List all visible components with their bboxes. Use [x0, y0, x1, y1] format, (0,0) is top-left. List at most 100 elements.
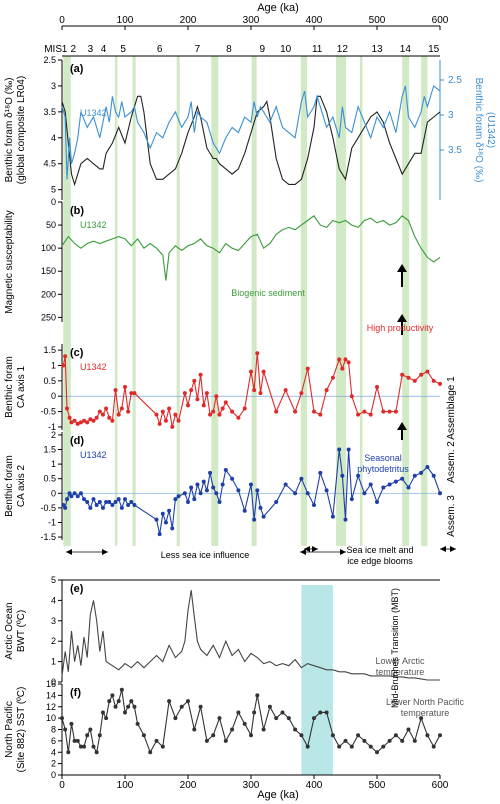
panel-2-point-41: [208, 412, 213, 417]
seasonal-annotation-2: phytodetritus: [357, 464, 409, 474]
panel-5-point-48: [280, 710, 285, 715]
panel-2-point-69: [356, 412, 361, 417]
panel-3-point-54: [261, 514, 266, 519]
panel-1-series-name-0: U1342: [80, 220, 107, 230]
panel-2-point-55: [274, 409, 279, 414]
panel-3-point-53: [258, 505, 263, 510]
panel-2-point-0: [61, 363, 66, 368]
green-band-3: [176, 56, 180, 546]
panel-5-point-33: [192, 727, 197, 732]
panel-2-point-2: [65, 406, 70, 411]
panel-2-point-72: [375, 385, 379, 389]
panel-3-point-38: [198, 491, 203, 496]
panel-5-point-73: [438, 733, 442, 738]
panel-5-point-25: [141, 733, 146, 738]
panel-3-point-67: [346, 447, 351, 452]
mis-stage-5: 5: [120, 44, 126, 55]
sea-ice-melt-annotation-1: Sea ice melt and: [346, 545, 413, 555]
panel-2-point-67: [346, 360, 351, 365]
panel-3-point-73: [381, 485, 386, 490]
panel-5-y-tick-label-6: 12: [46, 702, 56, 712]
panel-2-point-15: [104, 406, 109, 411]
panel-3-point-39: [201, 479, 206, 484]
panel-3-point-56: [283, 482, 288, 487]
mis-stage-11: 11: [312, 44, 323, 55]
panel-5-point-59: [349, 744, 354, 749]
panel-3-point-27: [160, 511, 165, 516]
panel-3-point-68: [349, 497, 354, 502]
panel-2-point-36: [192, 378, 197, 383]
panel-5-point-46: [267, 704, 272, 709]
panel-3-point-17: [110, 502, 115, 507]
panel-5-point-70: [419, 716, 424, 721]
panel-label-1: (b): [70, 205, 84, 217]
panel-5-y-tick-label-5: 10: [46, 713, 56, 723]
bottom-x-tick-label-4: 400: [306, 780, 323, 791]
panel-3-point-10: [88, 505, 93, 510]
panel-5-point-72: [431, 744, 436, 749]
panel-2-series-name-0: U1342: [80, 362, 107, 372]
panel-2-point-10: [88, 417, 93, 422]
panel-0-y-tick-label-5: 5: [51, 185, 56, 195]
lower-np-annotation-1: Lower North Pacific: [386, 697, 465, 707]
panel-2-point-14: [100, 412, 105, 417]
panel-5-point-60: [356, 733, 361, 738]
panel-5-point-57: [337, 744, 342, 749]
panel-2-point-25: [154, 412, 159, 417]
panel-3-point-6: [75, 494, 80, 499]
bottom-x-tick-label-6: 600: [432, 780, 449, 791]
panel-2-point-12: [94, 415, 99, 420]
panel-2-point-17: [110, 418, 115, 423]
panel-3-point-71: [368, 482, 373, 487]
assem2-label: Assem. 2: [446, 441, 457, 483]
top-x-tick-label-1: 100: [117, 15, 134, 26]
panel-5-point-37: [217, 716, 222, 721]
mbt-band: [301, 585, 333, 775]
panel-3-point-59: [305, 491, 310, 496]
less-sea-ice-arrow-right-right-head: [340, 549, 346, 555]
panel-2-point-31: [173, 412, 178, 417]
panel-2-point-80: [425, 369, 430, 374]
panel-3-point-66: [343, 517, 348, 522]
panel-2-point-1: [63, 354, 68, 359]
mis-label: MIS: [44, 44, 62, 55]
panel-2-point-54: [261, 369, 266, 374]
panel-2-point-70: [362, 409, 367, 414]
panel-3-point-64: [337, 447, 342, 452]
top-axis-label: Age (ka): [257, 2, 299, 14]
panel-5-y-tick-label-0: 0: [51, 770, 56, 780]
panel-5-point-62: [368, 744, 373, 749]
panel-2-point-23: [129, 391, 134, 396]
panel-3-point-69: [356, 473, 361, 478]
panel-5-point-66: [393, 733, 398, 738]
sea-ice-melt-annotation-2: ice edge blooms: [347, 556, 413, 566]
less-sea-ice-arrow-right-left-head: [300, 549, 306, 555]
panel-3-point-48: [236, 488, 241, 493]
mis-stage-1: 1: [62, 44, 68, 55]
panel-3-point-75: [393, 479, 398, 484]
panel-5-point-15: [107, 699, 112, 704]
panel-label-2: (c): [70, 347, 84, 359]
panel-2-point-79: [419, 372, 424, 377]
panel-2-y-tick-label-4: -0.5: [40, 407, 56, 417]
panel-3-point-78: [412, 473, 417, 478]
panel-5-point-20: [123, 710, 127, 715]
panel-3-point-23: [129, 500, 134, 505]
panel-5-point-42: [249, 733, 253, 738]
panel-5-ylabel-1: (Site 882) SST (ºC): [16, 687, 27, 773]
panel-2-point-11: [91, 418, 96, 423]
panel-3-point-65: [340, 473, 345, 478]
panel-5-point-14: [104, 716, 109, 721]
green-band-0: [63, 56, 71, 546]
panel-2-point-19: [116, 412, 121, 417]
biogenic-annotation: Biogenic sediment: [231, 288, 305, 298]
panel-3-point-52: [255, 488, 260, 493]
panel-5-point-16: [110, 693, 115, 698]
panel-5-point-49: [286, 716, 291, 721]
panel-5-ylabel-0: North Pacific: [4, 701, 15, 758]
panel-5-point-64: [381, 744, 386, 749]
up-arrow-1-head: [397, 314, 407, 322]
panel-3-point-76: [400, 476, 405, 481]
